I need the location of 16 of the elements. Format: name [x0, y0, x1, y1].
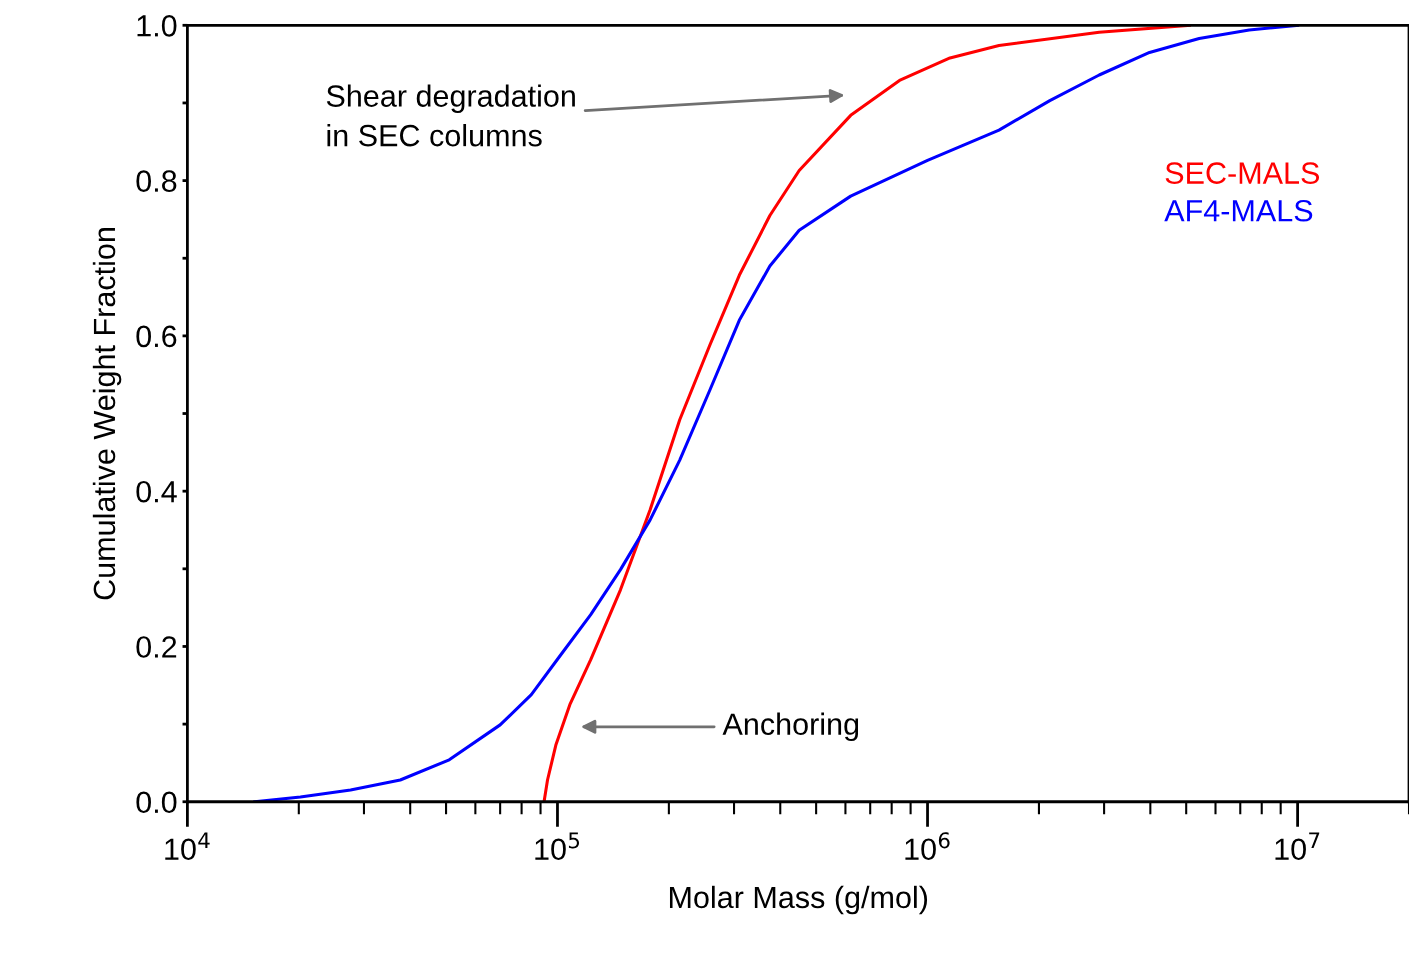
- y-tick-label: 1.0: [137, 15, 177, 37]
- text: AF4-MALS: [1164, 199, 1313, 222]
- y-tick-label: 0.2: [136, 636, 177, 658]
- annotation: Shear degradation in SEC columns: [326, 84, 575, 147]
- y-tick-label: 0.0: [136, 791, 177, 814]
- y-tick-label: 0.6: [136, 325, 177, 348]
- annotation: Anchoring: [722, 712, 859, 742]
- x-tick-label: 10$^{5}$: [535, 832, 580, 861]
- x-tick-label: 10$^{4}$: [165, 832, 210, 861]
- x-tick-label: 10$^{7}$: [1275, 832, 1320, 861]
- y-tick-label: 0.4: [136, 480, 177, 503]
- text: SEC-MALS: [1165, 162, 1320, 184]
- y-tick-label: 0.8: [136, 170, 177, 192]
- x-tick-label: 10$^{6}$: [905, 832, 950, 861]
- x-axis-title: Molar Mass (g/mol): [669, 885, 928, 915]
- y-axis-title: Cumulative Weight Fraction: [92, 228, 122, 600]
